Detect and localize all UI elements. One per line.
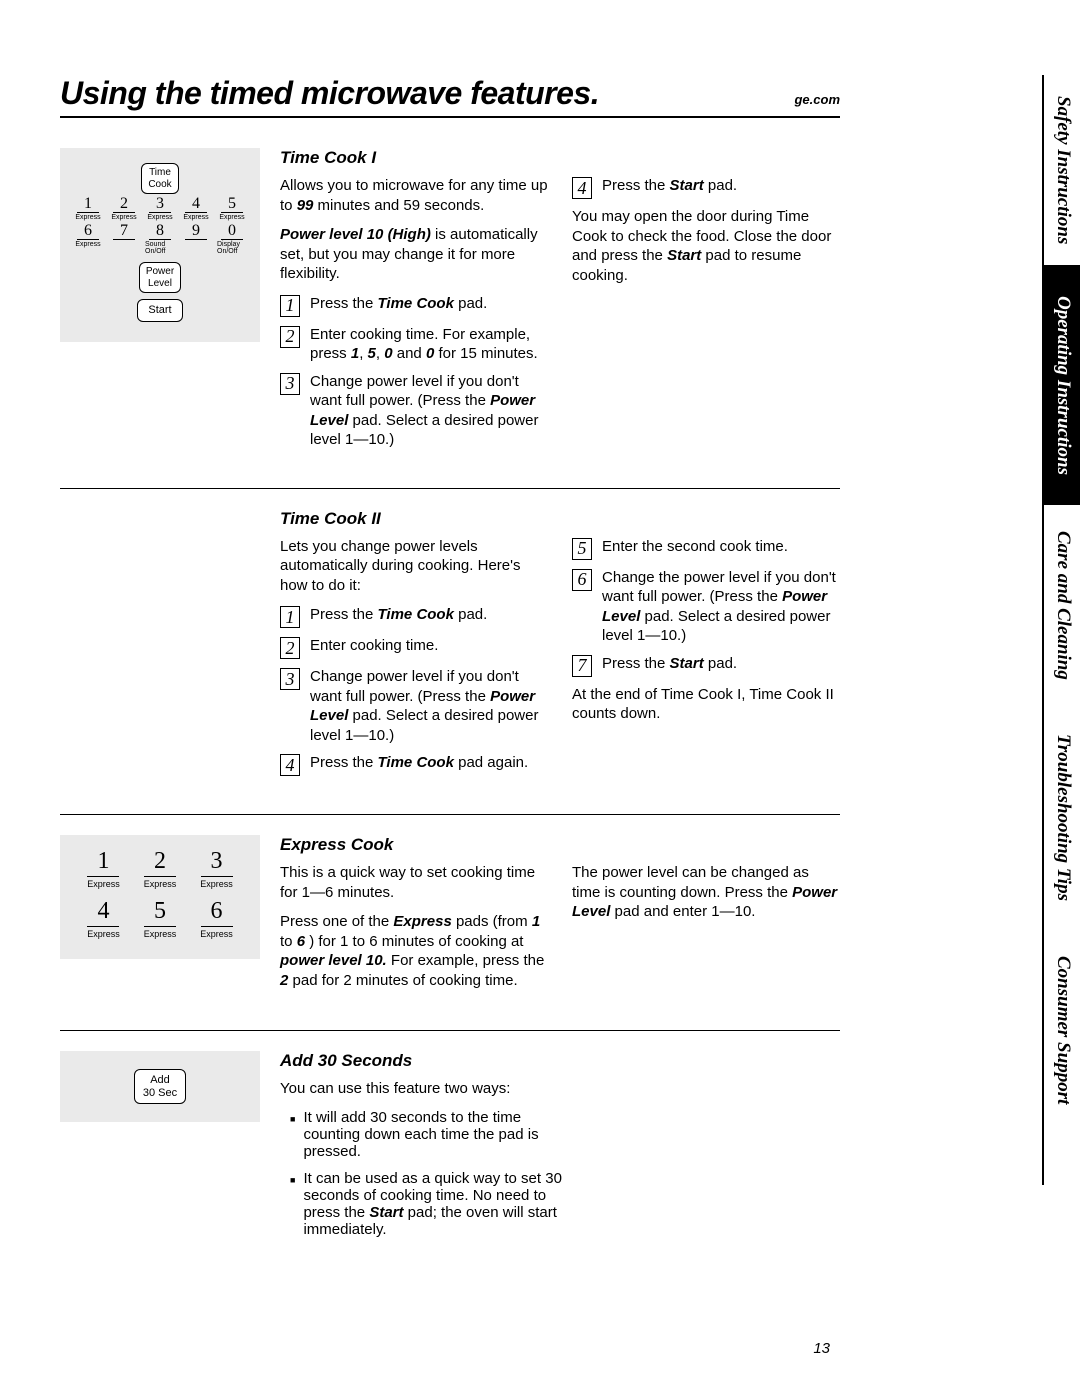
keypad-diagram: Time Cook 1Express2Express3Express4Expre… [60,148,260,342]
tc2-step: 2Enter cooking time. [280,636,548,659]
side-tab: Care and Cleaning [1044,505,1080,705]
side-tab: Operating Instructions [1044,265,1080,505]
section-time-cook-2: Time Cook II Lets you change power level… [60,488,840,815]
keypad-power-btn: Power Level [139,262,181,293]
tc1-power-level-note: Power level 10 (High) is automatically s… [280,225,548,284]
express-pad: 6Express [200,899,233,939]
express-power-note: The power level can be changed as time i… [572,863,840,922]
tc1-step: 3Change power level if you don't want fu… [280,372,548,450]
express-instructions: Press one of the Express pads (from 1 to… [280,912,548,990]
section-title: Time Cook I [280,148,840,168]
keypad-number: 7 [109,223,139,255]
tc2-step: 5Enter the second cook time. [572,537,840,560]
page-number: 13 [813,1340,830,1357]
page-title: Using the timed microwave features. [60,75,599,112]
page-header: Using the timed microwave features. ge.c… [60,75,840,118]
side-tab: Troubleshooting Tips [1044,705,1080,930]
add30-bullet-2: It can be used as a quick way to set 30 … [290,1170,840,1238]
keypad-number: 0Display On/Off [217,223,247,255]
tc1-door-note: You may open the door during Time Cook t… [572,207,840,285]
express-diagram: 1Express 2Express 3Express 4Express 5Express… [60,835,260,959]
express-pad: 5Express [144,899,177,939]
section-title: Time Cook II [280,509,840,529]
tc2-step: 3Change power level if you don't want fu… [280,667,548,745]
tc2-intro: Lets you change power levels automatical… [280,537,548,596]
tc2-step: 6Change the power level if you don't wan… [572,568,840,646]
add30-bullet-1: It will add 30 seconds to the time count… [290,1109,840,1160]
tc1-step: 1Press the Time Cook pad. [280,294,548,317]
section-time-cook-1: Time Cook 1Express2Express3Express4Expre… [60,148,840,488]
section-title: Express Cook [280,835,840,855]
section-add-30: Add 30 Sec Add 30 Seconds You can use th… [60,1030,840,1278]
keypad-number: 4Express [181,196,211,221]
express-pad: 1Express [87,849,120,889]
keypad-number: 1Express [73,196,103,221]
tc2-step: 4Press the Time Cook pad again. [280,753,548,776]
tc1-intro: Allows you to microwave for any time up … [280,176,548,215]
express-intro: This is a quick way to set cooking time … [280,863,548,902]
header-url: ge.com [794,92,840,107]
keypad-number: 6Express [73,223,103,255]
side-tab: Safety Instructions [1044,75,1080,265]
keypad-start-btn: Start [137,299,182,322]
keypad-number: 9 [181,223,211,255]
tc2-end-note: At the end of Time Cook I, Time Cook II … [572,685,840,724]
tc1-step-4: 4Press the Start pad. [572,176,840,199]
keypad-number: 5Express [217,196,247,221]
keypad-time-cook-btn: Time Cook [141,163,178,194]
add-30-btn-icon: Add 30 Sec [134,1069,186,1104]
tc1-step: 2Enter cooking time. For example, press … [280,325,548,364]
side-tabs: Safety InstructionsOperating Instruction… [1042,75,1080,1185]
side-tab: Consumer Support [1044,930,1080,1130]
express-pad: 2Express [144,849,177,889]
keypad-number: 2Express [109,196,139,221]
express-pad: 3Express [200,849,233,889]
keypad-number: 8Sound On/Off [145,223,175,255]
section-title: Add 30 Seconds [280,1051,840,1071]
tc2-step: 1Press the Time Cook pad. [280,605,548,628]
keypad-number: 3Express [145,196,175,221]
add30-diagram: Add 30 Sec [60,1051,260,1122]
add30-intro: You can use this feature two ways: [280,1079,840,1099]
tc2-step: 7Press the Start pad. [572,654,840,677]
section-express-cook: 1Express 2Express 3Express 4Express 5Express… [60,814,840,1030]
express-pad: 4Express [87,899,120,939]
